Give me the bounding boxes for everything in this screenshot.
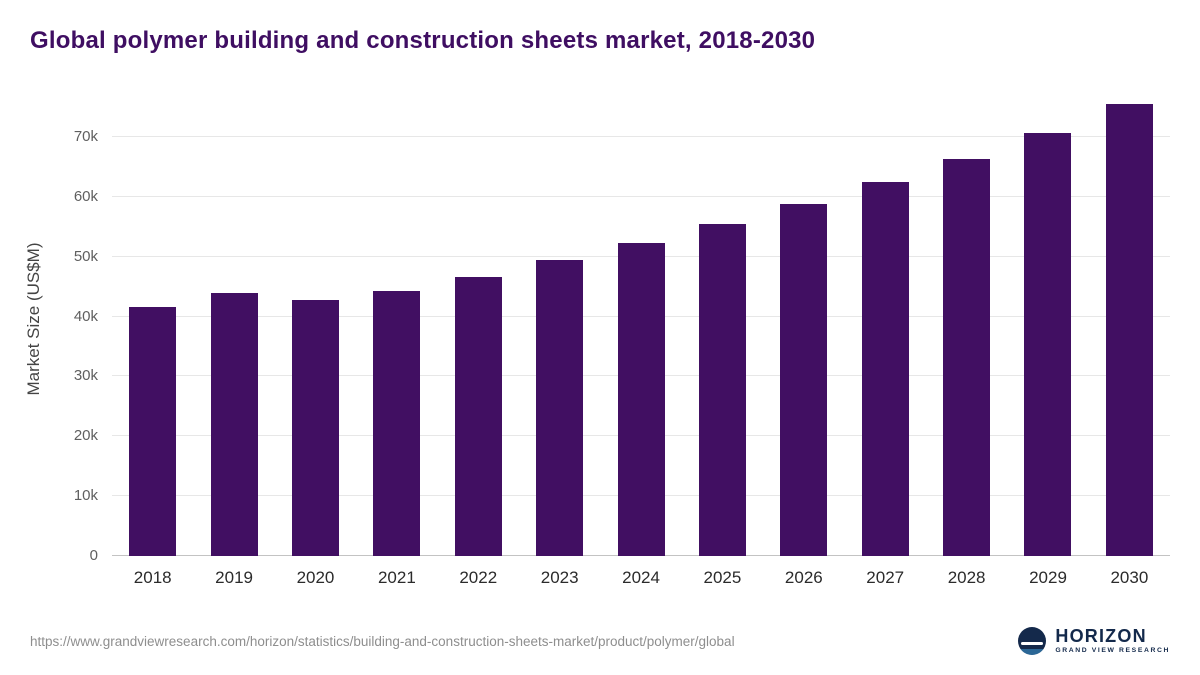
x-axis-label: 2020 <box>296 568 335 587</box>
horizon-icon-line <box>1021 642 1044 646</box>
bar-column <box>845 181 926 556</box>
bar-2020 <box>291 299 339 556</box>
bar-2028 <box>943 159 991 556</box>
gridline <box>112 135 1170 137</box>
x-axis-label: 2030 <box>1110 568 1149 587</box>
bar-column <box>112 306 193 556</box>
horizon-logo: HORIZON GRAND VIEW RESEARCH <box>1018 627 1170 655</box>
y-tick-label: 0 <box>89 547 98 564</box>
brand-name: HORIZON <box>1055 626 1147 647</box>
bar-2022 <box>454 277 502 556</box>
x-axis-label: 2019 <box>215 568 253 587</box>
bar-column <box>600 242 681 556</box>
y-tick-label: 40k <box>73 307 98 325</box>
bar-2025 <box>698 223 746 556</box>
horizon-logo-icon <box>1018 627 1047 655</box>
horizon-icon-water <box>1018 648 1047 655</box>
bar-2030 <box>1105 104 1153 556</box>
brand-text: HORIZON GRAND VIEW RESEARCH <box>1055 627 1170 655</box>
bar-column <box>193 292 274 556</box>
bar-2024 <box>617 242 665 556</box>
x-axis-label: 2022 <box>459 568 498 587</box>
x-axis-label: 2025 <box>703 568 742 587</box>
x-axis-label: 2028 <box>947 568 986 587</box>
bar-2023 <box>536 260 584 556</box>
gridline <box>112 195 1170 197</box>
bar-column <box>275 299 356 556</box>
bar-column <box>519 260 600 556</box>
bar-column <box>356 291 437 556</box>
x-axis-label: 2024 <box>622 568 660 587</box>
bar-column <box>1007 133 1088 556</box>
x-axis-label: 2027 <box>866 568 905 587</box>
bar-2018 <box>129 306 177 556</box>
bar-2029 <box>1024 133 1072 556</box>
x-axis-label: 2026 <box>784 568 823 587</box>
y-tick-label: 70k <box>73 127 98 145</box>
plot-area: Market Size (US$M) 0 10k 20k 30k 40k 50k 60k 70… <box>24 101 1170 564</box>
bar-column <box>926 159 1007 556</box>
x-axis-label: 2018 <box>133 568 172 587</box>
brand-subtitle: GRAND VIEW RESEARCH <box>1055 647 1170 655</box>
footer: https://www.grandviewresearch.com/horizo… <box>0 627 1200 675</box>
bar-2019 <box>210 292 258 556</box>
bar-column <box>438 277 519 556</box>
y-axis-label: Market Size (US$M) <box>24 242 43 396</box>
x-labels: 2018 2019 2020 2021 2022 2023 2024 2025 2026 2027… <box>112 568 1170 588</box>
y-tick-label: 10k <box>73 487 98 505</box>
bar-column <box>1089 104 1170 556</box>
bar-column <box>682 223 763 556</box>
bar-column <box>763 203 844 556</box>
bar-2026 <box>780 203 828 556</box>
bar-2027 <box>861 181 909 556</box>
y-tick-label: 60k <box>73 187 98 205</box>
bar-chart: Market Size (US$M) 0 10k 20k 30k 40k 50k 60k 70… <box>24 101 1170 588</box>
page-title: Global polymer building and construction… <box>30 27 816 54</box>
y-tick-label: 30k <box>73 367 98 385</box>
bars <box>112 101 1170 556</box>
y-tick-label: 20k <box>73 427 98 445</box>
x-axis-label: 2029 <box>1029 568 1067 587</box>
source-url: https://www.grandviewresearch.com/horizo… <box>30 633 735 649</box>
x-axis-label: 2021 <box>377 568 416 587</box>
x-axis-label: 2023 <box>540 568 579 587</box>
bar-2021 <box>373 291 421 556</box>
y-tick-label: 50k <box>73 247 98 265</box>
